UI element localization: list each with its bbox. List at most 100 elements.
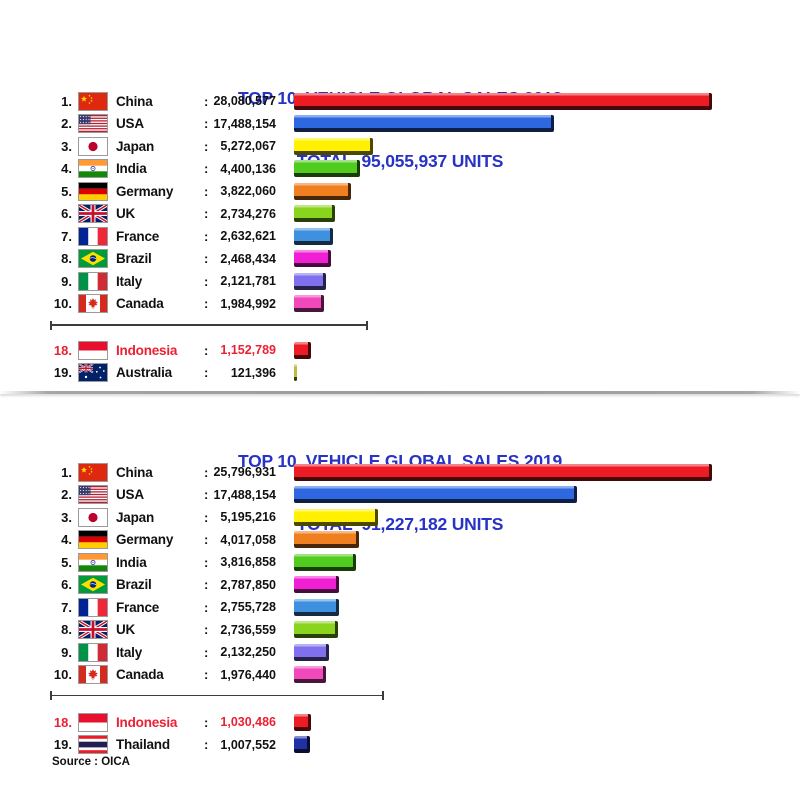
sales-value: 17,488,154 [212, 488, 276, 502]
sales-value-text: 1,030,486 [220, 715, 276, 730]
sales-value: 3,822,060 [212, 184, 276, 198]
sales-bar [294, 643, 329, 661]
sales-bar [294, 598, 339, 616]
us-flag-icon [78, 114, 108, 134]
id-flag-icon [78, 340, 108, 360]
colon-separator: : [204, 464, 209, 480]
country-name: Brazil [116, 251, 152, 267]
sales-bar [294, 272, 326, 290]
rank-label: 8. [61, 251, 72, 267]
sales-value: 3,816,858 [212, 555, 276, 569]
row-brazil: 6. Brazil:2,787,850 [0, 574, 800, 597]
sales-value: 1,984,992 [212, 297, 276, 311]
country-name: Indonesia [116, 714, 178, 730]
country-name: Japan [116, 138, 155, 154]
sales-bar [294, 115, 555, 133]
country-name: Japan [116, 509, 155, 525]
sales-value-text: 28,080,577 [213, 94, 276, 109]
sales-value: 2,132,250 [212, 645, 276, 659]
country-name: India [116, 161, 147, 177]
it-flag-icon [78, 271, 108, 291]
sales-bar [294, 713, 311, 731]
rank-label: 10. [53, 296, 72, 312]
chart-2018-scale-line [50, 320, 368, 330]
row-germany: 4. Germany:4,017,058 [0, 529, 800, 552]
sales-value-text: 2,734,276 [220, 206, 276, 221]
cn-flag-icon [78, 91, 108, 111]
sales-bar [294, 160, 360, 178]
country-name: USA [116, 116, 144, 132]
sales-value: 5,195,216 [212, 510, 276, 524]
rank-label: 2. [61, 487, 72, 503]
rank-label: 18. [53, 342, 72, 358]
colon-separator: : [204, 206, 209, 222]
sales-bar [294, 531, 360, 549]
sales-bar [294, 364, 297, 382]
sales-bar [294, 205, 335, 223]
sales-bar [294, 295, 324, 313]
sales-value-text: 2,736,559 [220, 622, 276, 637]
colon-separator: : [204, 251, 209, 267]
sales-value-text: 2,132,250 [220, 645, 276, 660]
colon-separator: : [204, 93, 209, 109]
sales-value: 2,121,781 [212, 274, 276, 288]
sales-value: 2,468,434 [212, 252, 276, 266]
rank-label: 3. [61, 509, 72, 525]
country-name: Italy [116, 273, 143, 289]
colon-separator: : [204, 365, 209, 381]
sales-bar [294, 182, 351, 200]
sales-bar [294, 508, 379, 526]
row-germany: 5. Germany:3,822,060 [0, 180, 800, 203]
sales-value-text: 5,272,067 [220, 139, 276, 154]
sales-value: 25,796,931 [212, 465, 276, 479]
rank-label: 19. [53, 737, 72, 753]
sales-value-text: 1,976,440 [220, 667, 276, 682]
br-flag-icon [78, 575, 108, 595]
ca-flag-icon [78, 294, 108, 314]
in-flag-icon [78, 552, 108, 572]
chart-2019-scale-line [50, 691, 384, 700]
sales-value-text: 3,816,858 [220, 555, 276, 570]
rank-label: 9. [61, 273, 72, 289]
section-divider [0, 391, 800, 394]
sales-value-text: 2,632,621 [220, 229, 276, 244]
colon-separator: : [204, 622, 209, 638]
country-name: France [116, 599, 160, 615]
row-uk: 8. UK:2,736,559 [0, 619, 800, 642]
rank-label: 9. [61, 644, 72, 660]
row-canada: 10. Canada:1,984,992 [0, 293, 800, 316]
us-flag-icon [78, 485, 108, 505]
sales-value-text: 1,152,789 [220, 343, 276, 358]
sales-value-text: 1,984,992 [220, 296, 276, 311]
sales-bar [294, 227, 334, 245]
chart-2019-rows: 1. China:25,796,931 2. USA:17,488,154 3. Japa… [0, 461, 800, 686]
row-brazil: 8. Brazil:2,468,434 [0, 248, 800, 271]
rank-label: 1. [61, 93, 72, 109]
colon-separator: : [204, 138, 209, 154]
colon-separator: : [204, 342, 209, 358]
sales-value: 28,080,577 [212, 94, 276, 108]
sales-value: 5,272,067 [212, 139, 276, 153]
fr-flag-icon [78, 597, 108, 617]
colon-separator: : [204, 667, 209, 683]
de-flag-icon [78, 181, 108, 201]
sales-value: 2,734,276 [212, 207, 276, 221]
sales-value-text: 17,488,154 [213, 116, 276, 131]
country-name: Indonesia [116, 342, 178, 358]
country-name: Germany [116, 183, 174, 199]
sales-value: 2,755,728 [212, 600, 276, 614]
row-australia: 19. Australia: 121,396 [0, 362, 800, 385]
rank-label: 6. [61, 577, 72, 593]
ca-flag-icon [78, 665, 108, 685]
sales-value-text: 2,755,728 [220, 600, 276, 615]
colon-separator: : [204, 509, 209, 525]
jp-flag-icon [78, 507, 108, 527]
rank-label: 4. [61, 532, 72, 548]
row-thailand: 19. Thailand:1,007,552 [0, 734, 800, 757]
rank-label: 5. [61, 183, 72, 199]
country-name: China [116, 93, 153, 109]
colon-separator: : [204, 554, 209, 570]
sales-value: 1,030,486 [212, 715, 276, 729]
colon-separator: : [204, 644, 209, 660]
